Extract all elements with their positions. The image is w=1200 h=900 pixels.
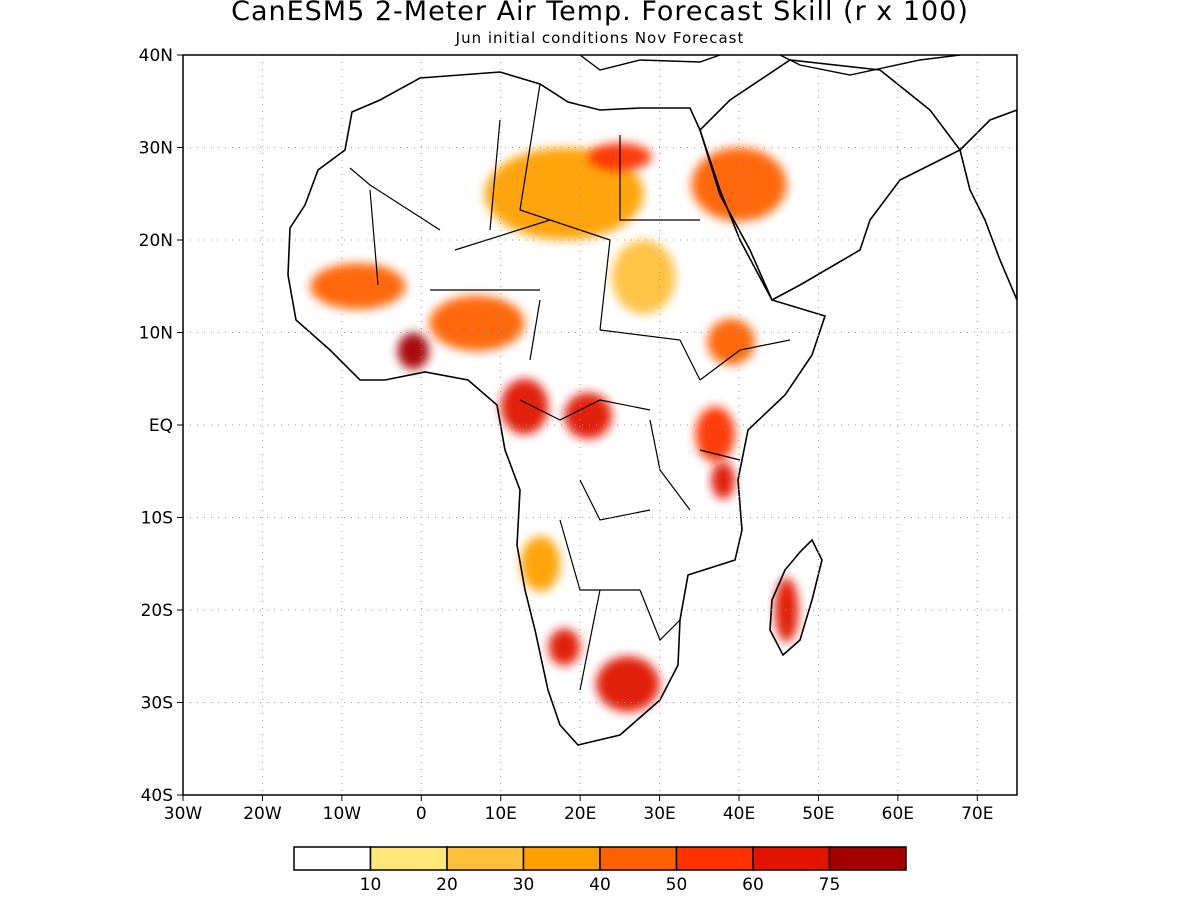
colorbar-swatch-4: [599, 846, 678, 871]
lon-tick-label: 70E: [961, 804, 993, 824]
colorbar-swatch-6: [752, 846, 831, 871]
map-subtitle: Jun initial conditions Nov Forecast: [455, 29, 745, 47]
lon-tick-label: 0: [416, 804, 427, 824]
colorbar-label: 20: [436, 875, 458, 895]
colorbar-label: 50: [666, 875, 688, 895]
india-coastline: [959, 109, 1017, 301]
skill-region-6: [500, 378, 549, 435]
colorbar-swatch-2: [446, 846, 525, 871]
colorbar-label: 30: [513, 875, 535, 895]
europe-coastline: [579, 55, 961, 76]
skill-region-4: [397, 332, 430, 370]
colorbar-label: 10: [360, 875, 382, 895]
skill-region-14: [596, 656, 660, 712]
colorbar-label: 75: [819, 875, 841, 895]
lat-tick-label: 20S: [141, 601, 173, 621]
lat-lon-grid: [183, 55, 1017, 795]
country-borders: [349, 83, 791, 691]
lon-tick-label: 40E: [723, 804, 755, 824]
coastlines: [287, 55, 1017, 746]
lat-tick-label: 10N: [139, 324, 173, 344]
madagascar-coastline: [769, 538, 823, 657]
lon-tick-label: 60E: [882, 804, 914, 824]
lat-tick-label: 30N: [139, 139, 173, 159]
colorbar: 10 20 30 40 50 60 75: [293, 846, 907, 895]
lon-tick-label: 30W: [164, 804, 203, 824]
skill-region-8: [611, 240, 676, 314]
lat-tick-label: 40N: [139, 46, 173, 66]
arabia-coastline: [699, 59, 962, 302]
lat-tick-label: 30S: [141, 694, 173, 714]
skill-region-3: [310, 263, 406, 310]
lon-tick-label: 20E: [564, 804, 596, 824]
colorbar-swatch-1: [369, 846, 448, 871]
skill-region-9: [707, 318, 755, 365]
skill-region-0: [484, 147, 644, 240]
lat-tick-label: 40S: [141, 786, 173, 806]
skill-region-5: [429, 295, 525, 351]
colorbar-swatch-7: [828, 846, 907, 871]
lon-tick-label: 10W: [323, 804, 362, 824]
lat-tick-label: EQ: [149, 416, 173, 436]
colorbar-label: 40: [589, 875, 611, 895]
skill-region-10: [695, 406, 736, 462]
lat-tick-label: 10S: [141, 509, 173, 529]
lon-tick-label: 20W: [243, 804, 282, 824]
longitude-tick-labels: 30W 20W 10W 0 10E 20E 30E 40E 50E 60E 70E: [164, 795, 993, 824]
skill-region-7: [564, 392, 612, 439]
lon-tick-label: 50E: [802, 804, 834, 824]
map-title: CanESM5 2-Meter Air Temp. Forecast Skill…: [231, 0, 969, 27]
colorbar-label: 60: [742, 875, 764, 895]
colorbar-swatch-5: [675, 846, 754, 871]
colorbar-swatch-0: [293, 846, 372, 871]
skill-region-12: [520, 536, 561, 592]
latitude-tick-labels: 40N 30N 20N 10N EQ 10S 20S 30S 40S: [139, 46, 183, 806]
skill-region-13: [548, 628, 581, 666]
skill-region-15: [774, 577, 799, 643]
skill-region-11: [711, 462, 736, 499]
skill-shading: [310, 142, 799, 712]
colorbar-swatch-3: [522, 846, 601, 871]
skill-region-2: [691, 147, 787, 222]
lon-tick-label: 30E: [643, 804, 675, 824]
lat-tick-label: 20N: [139, 231, 173, 251]
lon-tick-label: 10E: [485, 804, 517, 824]
